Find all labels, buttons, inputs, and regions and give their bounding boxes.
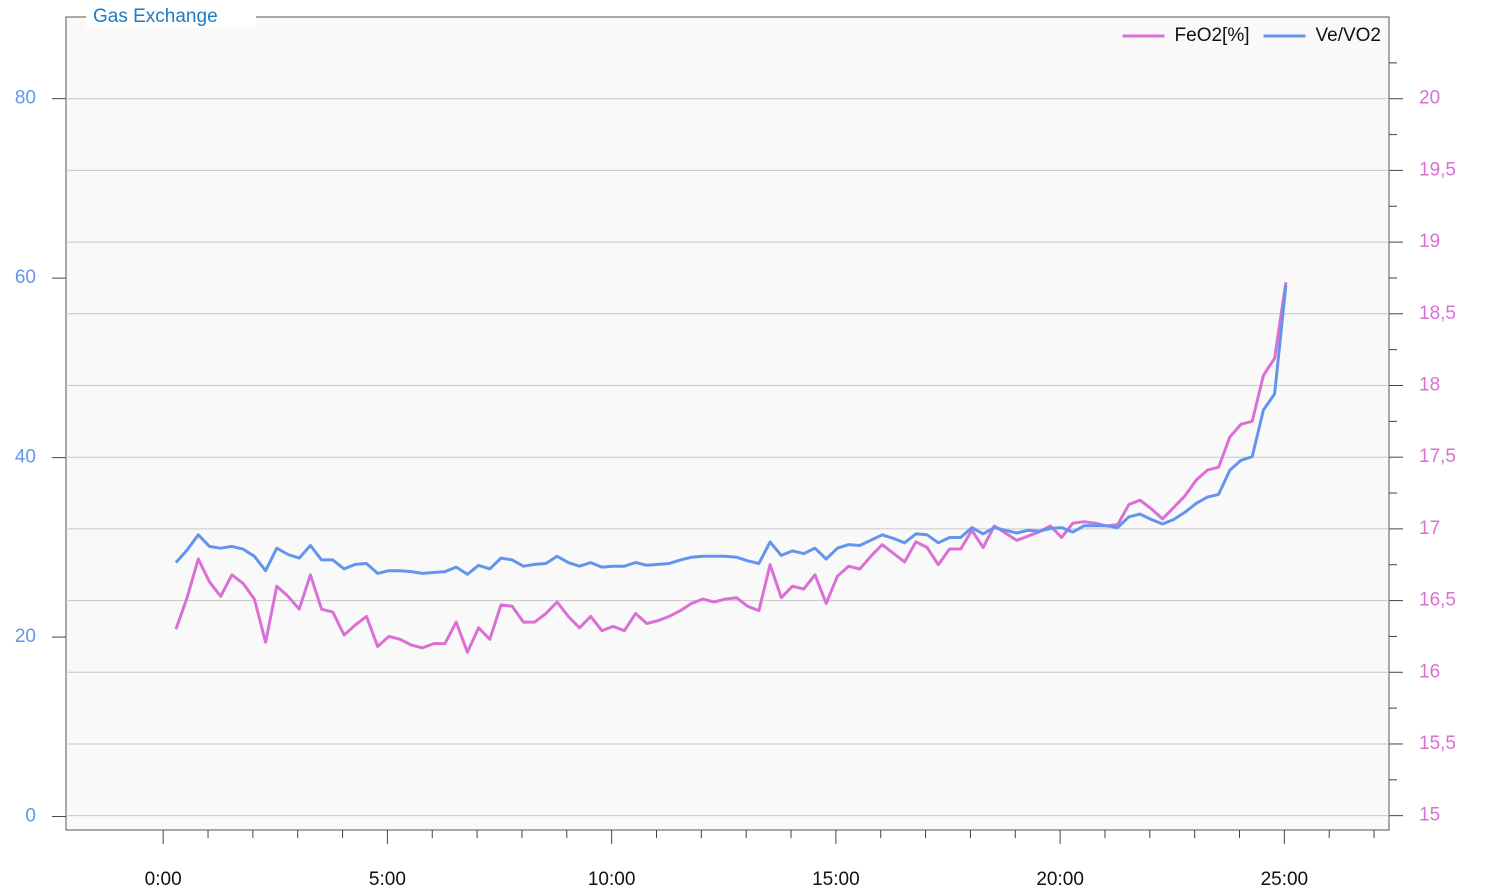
y2-tick-label: 20: [1419, 88, 1440, 109]
y2-tick-label: 18: [1419, 375, 1440, 396]
y2-tick-label: 17,5: [1419, 446, 1456, 467]
legend-label: FeO2[%]: [1175, 25, 1250, 46]
y-tick-label: 80: [15, 88, 36, 109]
chart-title: Gas Exchange: [93, 6, 218, 27]
y2-tick-label: 18,5: [1419, 303, 1456, 324]
y2-tick-label: 16: [1419, 661, 1440, 682]
y-tick-label: 20: [15, 626, 36, 647]
x-tick-label: 25:00: [1261, 869, 1309, 890]
y2-tick-label: 19: [1419, 231, 1440, 252]
y-tick-label: 40: [15, 447, 36, 468]
y2-tick-label: 16,5: [1419, 590, 1456, 611]
y-tick-label: 60: [15, 267, 36, 288]
x-tick-label: 10:00: [588, 869, 636, 890]
x-tick-label: 0:00: [145, 869, 182, 890]
plot-frame: [65, 16, 1390, 831]
x-tick-label: 20:00: [1036, 869, 1084, 890]
x-tick-label: 15:00: [812, 869, 860, 890]
y2-tick-label: 19,5: [1419, 159, 1456, 180]
title-backdrop: [86, 6, 256, 28]
y-tick-label: 0: [25, 806, 36, 827]
series-line: [174, 285, 1288, 576]
x-tick-label: 5:00: [369, 869, 406, 890]
y2-tick-label: 15: [1419, 805, 1440, 826]
legend-label: Ve/VO2: [1316, 25, 1382, 46]
y2-tick-label: 15,5: [1419, 733, 1456, 754]
y2-tick-label: 17: [1419, 518, 1440, 539]
